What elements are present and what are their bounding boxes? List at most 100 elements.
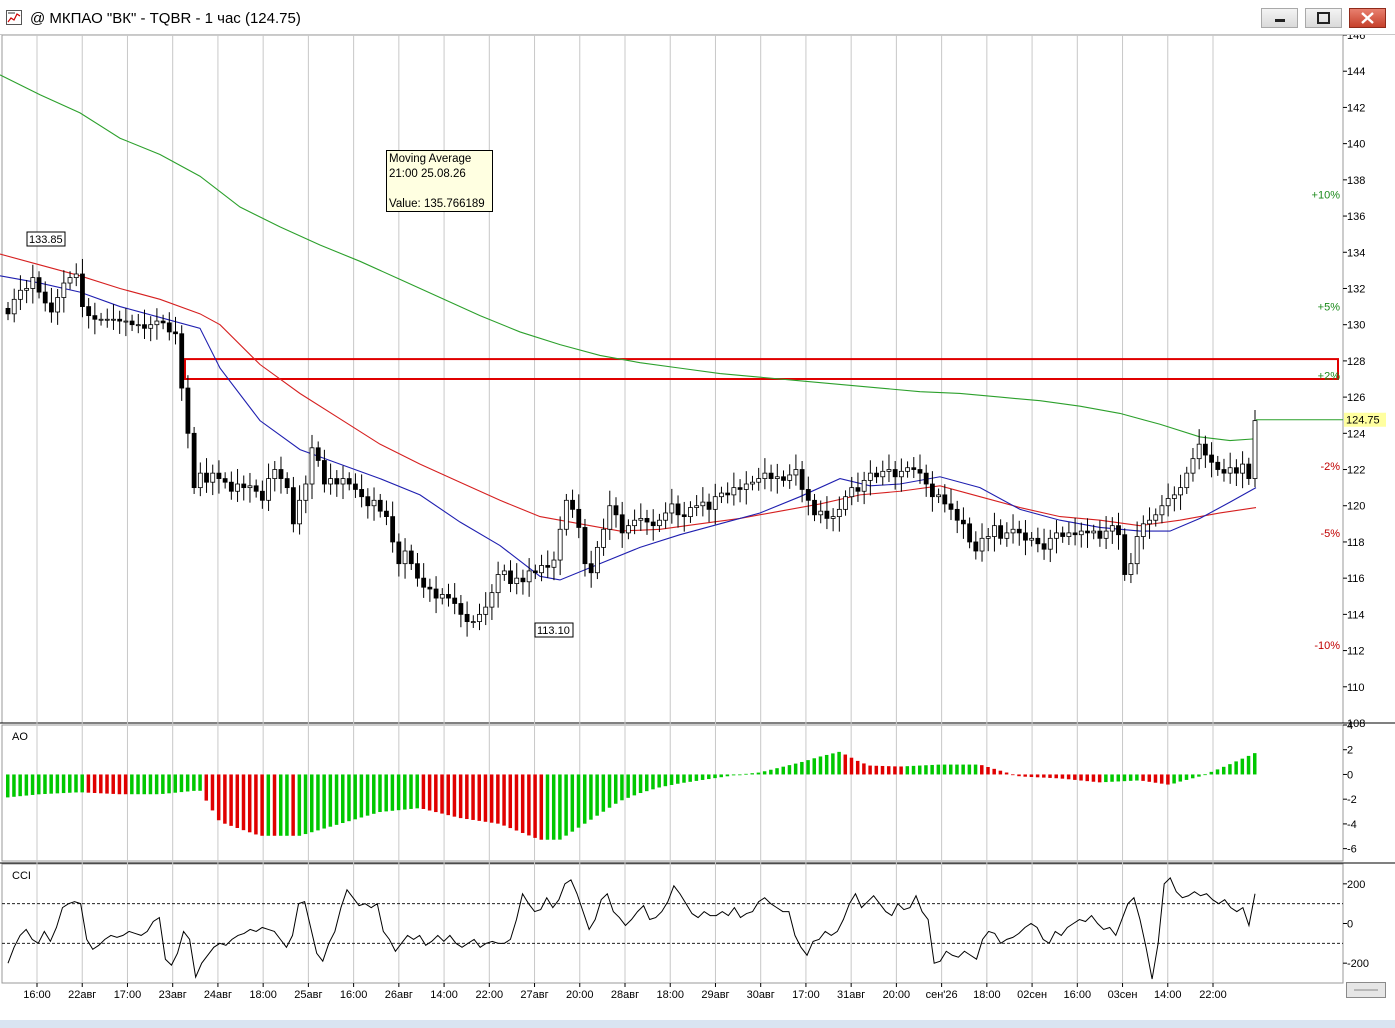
candle[interactable]: [123, 308, 129, 337]
candle[interactable]: [681, 501, 687, 532]
candle[interactable]: [359, 474, 365, 508]
candle[interactable]: [303, 475, 309, 514]
candle[interactable]: [768, 464, 774, 492]
candle[interactable]: [973, 531, 979, 560]
candle[interactable]: [315, 441, 321, 467]
candle[interactable]: [898, 458, 904, 492]
candle[interactable]: [911, 457, 917, 479]
candle[interactable]: [1221, 458, 1227, 482]
candle[interactable]: [433, 576, 439, 614]
candle[interactable]: [1252, 409, 1258, 488]
candle[interactable]: [874, 466, 879, 484]
candle[interactable]: [408, 544, 414, 571]
candle[interactable]: [1215, 455, 1221, 476]
candle[interactable]: [805, 476, 811, 516]
candle[interactable]: [297, 485, 302, 535]
candle[interactable]: [210, 464, 216, 496]
candle[interactable]: [563, 493, 569, 536]
candle[interactable]: [576, 494, 582, 539]
candle[interactable]: [694, 495, 700, 517]
candle[interactable]: [179, 325, 185, 401]
minimize-button[interactable]: [1261, 8, 1298, 28]
candle[interactable]: [42, 281, 48, 312]
candle[interactable]: [36, 271, 42, 299]
candle[interactable]: [1103, 516, 1109, 550]
candle[interactable]: [104, 308, 110, 328]
candle[interactable]: [520, 569, 526, 595]
candle[interactable]: [1159, 495, 1165, 524]
candle[interactable]: [967, 517, 973, 549]
candle[interactable]: [191, 426, 197, 494]
candle[interactable]: [557, 516, 563, 576]
candle[interactable]: [545, 550, 551, 578]
candle[interactable]: [1233, 459, 1239, 487]
candle[interactable]: [1165, 483, 1171, 517]
candle[interactable]: [588, 550, 594, 588]
candle[interactable]: [1004, 522, 1010, 547]
candle[interactable]: [992, 512, 997, 552]
candle[interactable]: [719, 486, 724, 504]
candle[interactable]: [1171, 486, 1177, 512]
candle[interactable]: [917, 454, 923, 484]
candle[interactable]: [1240, 451, 1245, 489]
candle[interactable]: [601, 518, 606, 556]
candle[interactable]: [340, 465, 346, 500]
candle[interactable]: [235, 468, 240, 502]
candle[interactable]: [619, 501, 625, 548]
candle[interactable]: [675, 495, 681, 528]
candle[interactable]: [477, 603, 482, 631]
candle[interactable]: [508, 560, 513, 593]
candle[interactable]: [30, 264, 36, 304]
candle[interactable]: [328, 463, 334, 495]
candle[interactable]: [148, 316, 154, 342]
candle[interactable]: [824, 496, 830, 530]
candle[interactable]: [843, 490, 848, 516]
candle[interactable]: [67, 271, 73, 290]
close-button[interactable]: [1349, 8, 1386, 28]
candle[interactable]: [638, 503, 644, 531]
candle[interactable]: [905, 461, 910, 478]
candle[interactable]: [346, 472, 352, 491]
candle[interactable]: [625, 519, 631, 540]
candle[interactable]: [458, 594, 464, 628]
candle[interactable]: [830, 508, 836, 532]
candle[interactable]: [1227, 452, 1233, 484]
candle[interactable]: [446, 583, 451, 607]
candle[interactable]: [1023, 520, 1028, 556]
candle[interactable]: [142, 309, 147, 339]
candle[interactable]: [18, 275, 23, 311]
candle[interactable]: [632, 509, 638, 535]
candle[interactable]: [1085, 518, 1090, 548]
candle[interactable]: [700, 487, 706, 517]
candle[interactable]: [867, 460, 873, 496]
candle[interactable]: [495, 561, 501, 608]
candle[interactable]: [371, 487, 377, 521]
candle[interactable]: [1060, 526, 1066, 543]
candle[interactable]: [1116, 512, 1121, 550]
candle[interactable]: [613, 497, 619, 528]
candle[interactable]: [489, 584, 495, 620]
candle[interactable]: [1097, 520, 1103, 547]
candle[interactable]: [954, 500, 960, 534]
candle[interactable]: [793, 454, 799, 486]
candle[interactable]: [948, 488, 954, 521]
candle[interactable]: [80, 258, 85, 318]
candle[interactable]: [781, 470, 786, 487]
candle[interactable]: [936, 488, 941, 504]
candle[interactable]: [129, 314, 135, 332]
horizontal-scrollbar-thumb[interactable]: [1346, 982, 1386, 998]
candle[interactable]: [1041, 528, 1047, 560]
candle[interactable]: [886, 454, 892, 483]
candle[interactable]: [880, 460, 886, 486]
candle[interactable]: [923, 464, 929, 497]
chart-area[interactable]: 108 110 112 114 116 118 120 122 124 126 128 130 132 1…: [0, 35, 1395, 1020]
candle[interactable]: [24, 279, 30, 304]
candle[interactable]: [849, 476, 855, 506]
candle[interactable]: [570, 489, 575, 518]
candle[interactable]: [514, 563, 520, 595]
resistance-zone-box[interactable]: [184, 358, 1339, 380]
candle[interactable]: [650, 509, 656, 541]
candle[interactable]: [855, 472, 861, 502]
candle[interactable]: [725, 482, 731, 504]
candle[interactable]: [160, 314, 166, 330]
